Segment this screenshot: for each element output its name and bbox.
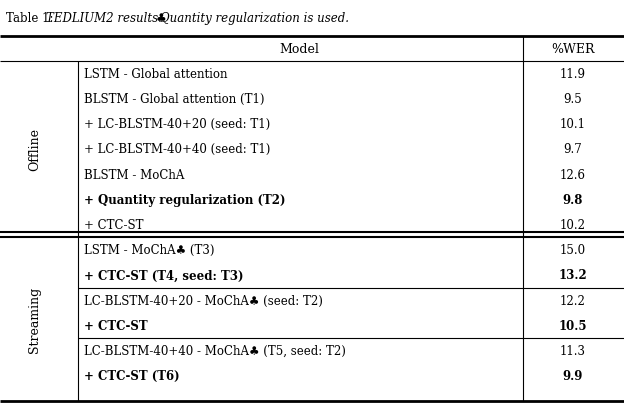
Text: + LC-BLSTM-40+40 (seed: T1): + LC-BLSTM-40+40 (seed: T1) xyxy=(84,143,271,156)
Text: 9.9: 9.9 xyxy=(563,369,583,382)
Text: 15.0: 15.0 xyxy=(560,244,586,257)
Text: 9.5: 9.5 xyxy=(563,93,582,106)
Text: + CTC-ST (T4, seed: T3): + CTC-ST (T4, seed: T3) xyxy=(84,269,244,282)
Text: ♣: ♣ xyxy=(152,12,166,25)
Text: 10.1: 10.1 xyxy=(560,118,586,131)
Text: + CTC-ST: + CTC-ST xyxy=(84,219,144,232)
Text: 9.8: 9.8 xyxy=(563,193,583,206)
Text: LSTM - Global attention: LSTM - Global attention xyxy=(84,68,228,81)
Text: Model: Model xyxy=(280,43,319,55)
Text: %WER: %WER xyxy=(551,43,595,55)
Text: 12.2: 12.2 xyxy=(560,294,586,307)
Text: Streaming: Streaming xyxy=(28,286,41,352)
Text: + Quantity regularization (T2): + Quantity regularization (T2) xyxy=(84,193,286,206)
Text: LC-BLSTM-40+20 - MoChA♣ (seed: T2): LC-BLSTM-40+20 - MoChA♣ (seed: T2) xyxy=(84,294,323,307)
Text: + LC-BLSTM-40+20 (seed: T1): + LC-BLSTM-40+20 (seed: T1) xyxy=(84,118,270,131)
Text: BLSTM - MoChA: BLSTM - MoChA xyxy=(84,168,185,181)
Text: 10.2: 10.2 xyxy=(560,219,586,232)
Text: 9.7: 9.7 xyxy=(563,143,582,156)
Text: 10.5: 10.5 xyxy=(558,319,587,332)
Text: LC-BLSTM-40+40 - MoChA♣ (T5, seed: T2): LC-BLSTM-40+40 - MoChA♣ (T5, seed: T2) xyxy=(84,344,346,357)
Text: LSTM - MoChA♣ (T3): LSTM - MoChA♣ (T3) xyxy=(84,244,215,257)
Text: 12.6: 12.6 xyxy=(560,168,586,181)
Text: + CTC-ST: + CTC-ST xyxy=(84,319,148,332)
Text: BLSTM - Global attention (T1): BLSTM - Global attention (T1) xyxy=(84,93,265,106)
Text: Table 1:: Table 1: xyxy=(6,12,57,25)
Text: + CTC-ST (T6): + CTC-ST (T6) xyxy=(84,369,180,382)
Text: 11.9: 11.9 xyxy=(560,68,586,81)
Text: 11.3: 11.3 xyxy=(560,344,586,357)
Text: Quantity regularization is used.: Quantity regularization is used. xyxy=(160,12,349,25)
Text: TEDLIUM2 results.: TEDLIUM2 results. xyxy=(46,12,162,25)
Text: 13.2: 13.2 xyxy=(558,269,587,282)
Text: Offline: Offline xyxy=(28,128,41,171)
